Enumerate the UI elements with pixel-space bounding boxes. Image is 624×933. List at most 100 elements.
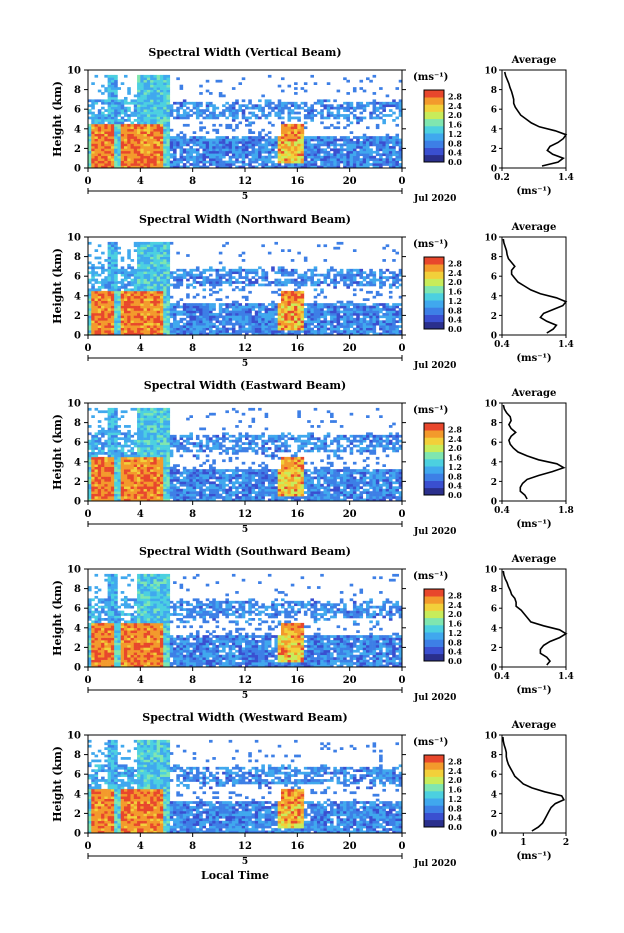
heatmap-cell: [157, 114, 161, 117]
heatmap-cell: [140, 447, 144, 450]
heatmap-cell: [124, 462, 128, 465]
heatmap-cell: [382, 247, 386, 250]
heatmap-cell: [101, 491, 105, 494]
heatmap-cell: [114, 80, 118, 83]
heatmap-cell: [392, 313, 396, 316]
heatmap-cell: [337, 325, 341, 328]
heatmap-cell: [147, 477, 151, 480]
heatmap-cell: [189, 146, 193, 149]
heatmap-cell: [160, 104, 164, 107]
heatmap-cell: [111, 457, 115, 460]
heatmap-cell: [101, 286, 105, 289]
heatmap-cell: [235, 279, 239, 282]
heatmap-cell: [209, 311, 213, 314]
heatmap-cell: [95, 163, 99, 166]
heatmap-cell: [271, 151, 275, 154]
heatmap-cell: [261, 279, 265, 282]
heatmap-cell: [95, 440, 99, 443]
heatmap-cell: [193, 156, 197, 159]
heatmap-cell: [140, 75, 144, 78]
heatmap-cell: [140, 95, 144, 98]
heatmap-cell: [350, 139, 354, 142]
heatmap-cell: [340, 311, 344, 314]
heatmap-cell: [88, 489, 92, 492]
heatmap-cell: [209, 308, 213, 311]
heatmap-cell: [359, 288, 363, 291]
heatmap-cell: [134, 330, 138, 333]
heatmap-cell: [261, 161, 265, 164]
heatmap-cell: [121, 139, 125, 142]
heatmap-cell: [206, 269, 210, 272]
heatmap-cell: [98, 494, 102, 497]
heatmap-cell: [88, 141, 92, 144]
heatmap-cell: [114, 146, 118, 149]
heatmap-cell: [180, 146, 184, 149]
heatmap-cell: [140, 274, 144, 277]
heatmap-cell: [248, 112, 252, 115]
heatmap-cell: [147, 141, 151, 144]
heatmap-cell: [117, 459, 121, 462]
heatmap-cell: [216, 320, 220, 323]
heatmap-cell: [382, 158, 386, 161]
heatmap-cell: [150, 274, 154, 277]
heatmap-cell: [248, 291, 252, 294]
heatmap-cell: [153, 313, 157, 316]
heatmap-cell: [150, 306, 154, 309]
heatmap-cell: [95, 301, 99, 304]
heatmap-cell: [111, 432, 115, 435]
heatmap-cell: [183, 276, 187, 279]
heatmap-cell: [392, 259, 396, 262]
heatmap-cell: [189, 136, 193, 139]
heatmap-cell: [229, 306, 233, 309]
heatmap-cell: [242, 281, 246, 284]
heatmap-cell: [91, 328, 95, 331]
heatmap-cell: [225, 320, 229, 323]
heatmap-cell: [117, 452, 121, 455]
heatmap-cell: [229, 323, 233, 326]
heatmap-cell: [242, 259, 246, 262]
heatmap-cell: [304, 148, 308, 151]
heatmap-cell: [327, 146, 331, 149]
heatmap-cell: [111, 269, 115, 272]
heatmap-cell: [359, 146, 363, 149]
heatmap-cell: [278, 153, 282, 156]
x-tick-label: 0: [85, 176, 92, 187]
heatmap-cell: [147, 276, 151, 279]
heatmap-cell: [206, 141, 210, 144]
heatmap-cell: [114, 117, 118, 120]
heatmap-cell: [356, 104, 360, 107]
heatmap-cell: [369, 281, 373, 284]
heatmap-cell: [111, 117, 115, 120]
heatmap-cell: [157, 318, 161, 321]
heatmap-cell: [320, 102, 324, 105]
heatmap-cell: [307, 323, 311, 326]
heatmap-cell: [284, 313, 288, 316]
heatmap-cell: [320, 104, 324, 107]
heatmap-cell: [121, 271, 125, 274]
heatmap-cell: [150, 262, 154, 265]
heatmap-cell: [281, 274, 285, 277]
heatmap-cell: [343, 281, 347, 284]
heatmap-cell: [108, 420, 112, 423]
heatmap-cell: [140, 330, 144, 333]
heatmap-cell: [212, 281, 216, 284]
heatmap-cell: [91, 119, 95, 122]
heatmap-cell: [144, 249, 148, 252]
heatmap-cell: [137, 432, 141, 435]
heatmap-cell: [343, 144, 347, 147]
heatmap-cell: [324, 104, 328, 107]
heatmap-cell: [389, 104, 393, 107]
heatmap-cell: [281, 330, 285, 333]
heatmap-cell: [104, 432, 108, 435]
heatmap-cell: [124, 472, 128, 475]
heatmap-cell: [327, 107, 331, 110]
heatmap-cell: [327, 109, 331, 112]
heatmap-cell: [111, 279, 115, 282]
heatmap-cell: [252, 306, 256, 309]
heatmap-cell: [127, 252, 131, 255]
heatmap-cell: [117, 418, 121, 421]
heatmap-cell: [124, 158, 128, 161]
heatmap-cell: [140, 457, 144, 460]
heatmap-cell: [281, 158, 285, 161]
heatmap-cell: [114, 467, 118, 470]
